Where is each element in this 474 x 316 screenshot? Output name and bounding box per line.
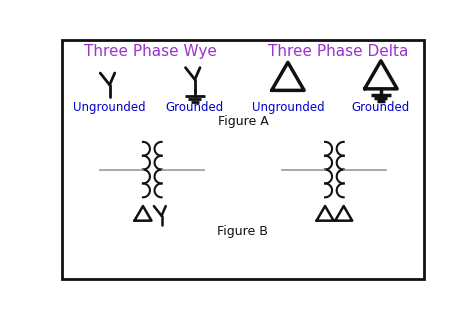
Text: Ungrounded: Ungrounded — [73, 101, 146, 114]
Text: Grounded: Grounded — [166, 101, 224, 114]
Text: Figure B: Figure B — [218, 225, 268, 238]
Text: Grounded: Grounded — [352, 101, 410, 114]
Text: Three Phase Wye: Three Phase Wye — [84, 44, 217, 59]
Text: Ungrounded: Ungrounded — [252, 101, 324, 114]
Text: Figure A: Figure A — [218, 115, 268, 128]
Text: Three Phase Delta: Three Phase Delta — [268, 44, 409, 59]
